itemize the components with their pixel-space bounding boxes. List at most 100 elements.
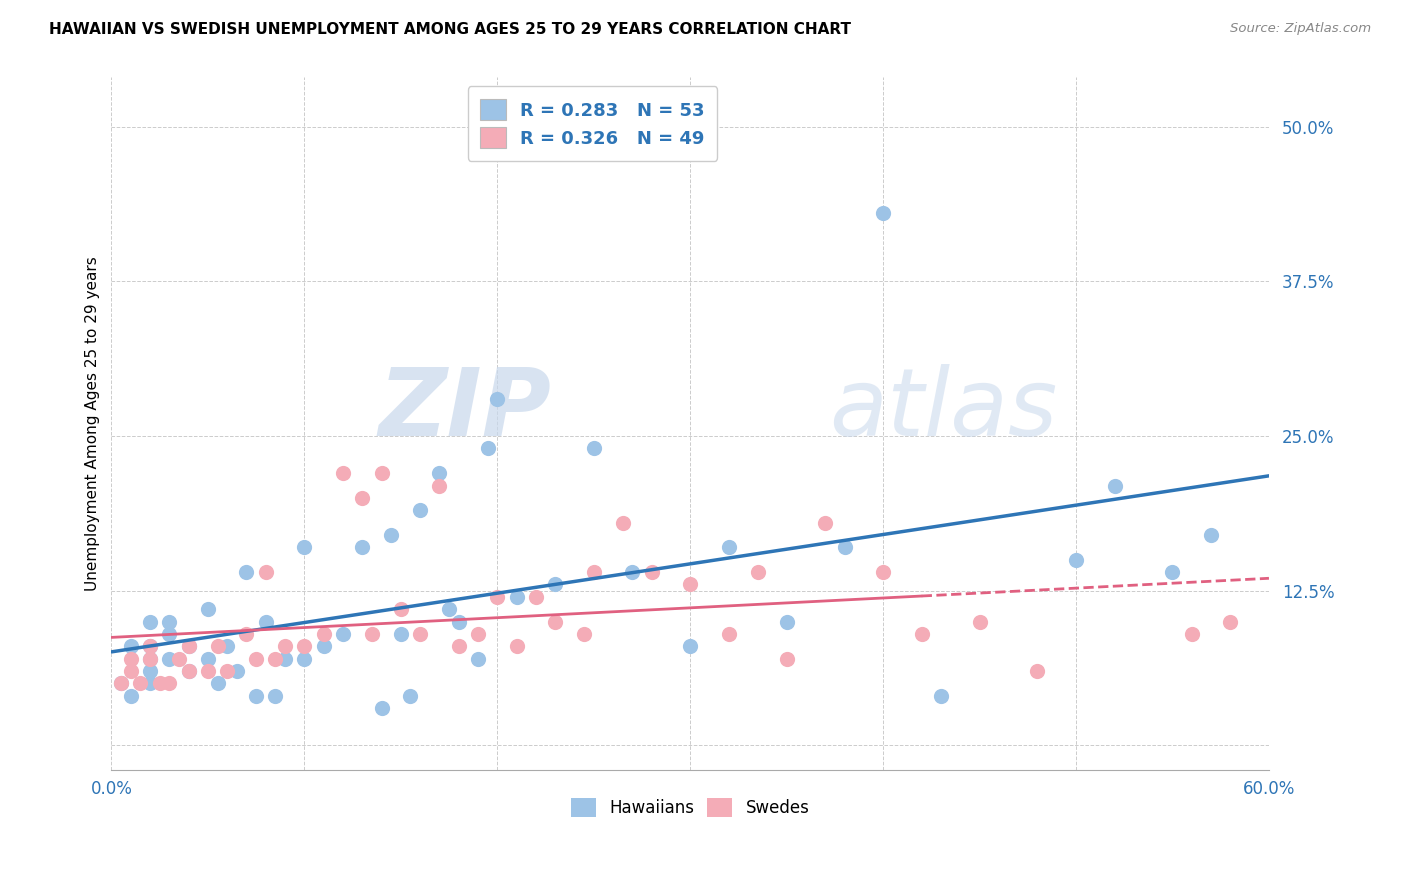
Point (467, 651, 489, 665)
Point (110, 676, 132, 690)
Point (139, 676, 162, 690)
Point (524, 590, 547, 604)
Point (872, 565, 894, 579)
Point (717, 541, 740, 555)
Point (911, 627, 934, 641)
Point (486, 392, 509, 406)
Point (389, 602, 412, 616)
Point (332, 627, 354, 641)
Point (447, 615, 470, 629)
Point (814, 516, 837, 530)
Point (747, 565, 769, 579)
Point (292, 541, 315, 555)
Point (505, 590, 527, 604)
Text: HAWAIIAN VS SWEDISH UNEMPLOYMENT AMONG AGES 25 TO 29 YEARS CORRELATION CHART: HAWAIIAN VS SWEDISH UNEMPLOYMENT AMONG A… (49, 22, 851, 37)
Point (139, 640, 162, 654)
Point (486, 590, 509, 604)
Point (477, 442, 499, 456)
Text: Source: ZipAtlas.com: Source: ZipAtlas.com (1230, 22, 1371, 36)
Point (572, 627, 595, 641)
Point (264, 689, 287, 703)
Point (139, 651, 162, 665)
Point (1064, 553, 1087, 567)
Point (621, 565, 644, 579)
Point (467, 627, 489, 641)
Point (1181, 627, 1204, 641)
Point (389, 627, 412, 641)
Point (1026, 664, 1049, 678)
Point (274, 651, 297, 665)
Point (352, 491, 374, 505)
Point (129, 676, 152, 690)
Point (1104, 478, 1126, 492)
Point (245, 651, 267, 665)
Point (380, 528, 402, 542)
Point (245, 689, 267, 703)
Point (775, 651, 797, 665)
Point (312, 640, 335, 654)
Point (120, 689, 142, 703)
Point (872, 206, 894, 220)
Point (197, 602, 219, 616)
Point (370, 466, 392, 480)
Text: ZIP: ZIP (378, 364, 551, 456)
Point (332, 466, 354, 480)
Point (217, 640, 239, 654)
Point (679, 640, 702, 654)
Point (429, 466, 451, 480)
Point (264, 651, 287, 665)
Point (217, 664, 239, 678)
Point (177, 640, 200, 654)
Point (640, 565, 662, 579)
Point (399, 689, 422, 703)
Point (207, 676, 229, 690)
Point (235, 627, 257, 641)
Point (1161, 565, 1184, 579)
Point (274, 640, 297, 654)
Y-axis label: Unemployment Among Ages 25 to 29 years: Unemployment Among Ages 25 to 29 years (86, 256, 100, 591)
Point (139, 640, 162, 654)
Point (207, 640, 229, 654)
Point (370, 701, 392, 715)
Point (969, 615, 991, 629)
Point (447, 640, 470, 654)
Point (292, 651, 315, 665)
Legend: Hawaiians, Swedes: Hawaiians, Swedes (564, 791, 817, 824)
Point (717, 627, 740, 641)
Point (197, 651, 219, 665)
Point (437, 602, 460, 616)
Point (312, 627, 335, 641)
Point (197, 664, 219, 678)
Point (612, 516, 634, 530)
Point (139, 615, 162, 629)
Point (120, 664, 142, 678)
Point (139, 664, 162, 678)
Point (582, 442, 605, 456)
Point (177, 640, 200, 654)
Point (544, 577, 567, 591)
Text: atlas: atlas (830, 364, 1057, 456)
Point (409, 503, 432, 517)
Point (679, 577, 702, 591)
Point (139, 651, 162, 665)
Point (177, 664, 200, 678)
Point (110, 676, 132, 690)
Point (582, 565, 605, 579)
Point (1219, 615, 1241, 629)
Point (505, 640, 527, 654)
Point (157, 615, 180, 629)
Point (254, 565, 277, 579)
Point (834, 541, 856, 555)
Point (409, 627, 432, 641)
Point (1199, 528, 1222, 542)
Point (120, 651, 142, 665)
Point (360, 627, 382, 641)
Point (120, 640, 142, 654)
Point (235, 565, 257, 579)
Point (177, 664, 200, 678)
Point (157, 627, 180, 641)
Point (149, 676, 172, 690)
Point (429, 478, 451, 492)
Point (254, 615, 277, 629)
Point (157, 651, 180, 665)
